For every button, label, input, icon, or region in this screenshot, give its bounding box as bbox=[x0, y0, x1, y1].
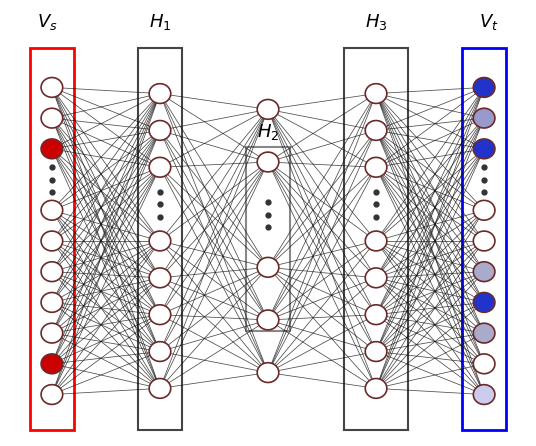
Circle shape bbox=[149, 120, 171, 140]
Circle shape bbox=[365, 268, 387, 288]
Circle shape bbox=[473, 293, 495, 312]
Circle shape bbox=[257, 99, 279, 119]
Circle shape bbox=[365, 120, 387, 140]
Text: $H_2$: $H_2$ bbox=[257, 122, 279, 142]
Circle shape bbox=[149, 157, 171, 177]
Circle shape bbox=[473, 323, 495, 343]
Circle shape bbox=[365, 231, 387, 251]
Text: $V_t$: $V_t$ bbox=[479, 12, 499, 32]
Bar bbox=[344, 48, 408, 430]
Circle shape bbox=[41, 384, 63, 405]
Circle shape bbox=[365, 305, 387, 325]
Circle shape bbox=[257, 152, 279, 172]
Circle shape bbox=[365, 342, 387, 361]
Circle shape bbox=[473, 384, 495, 405]
Text: $V_s$: $V_s$ bbox=[36, 12, 57, 32]
Circle shape bbox=[473, 78, 495, 97]
Circle shape bbox=[473, 262, 495, 281]
Circle shape bbox=[473, 200, 495, 220]
Bar bbox=[246, 147, 290, 331]
Text: $H_3$: $H_3$ bbox=[365, 12, 388, 32]
Circle shape bbox=[365, 379, 387, 398]
Circle shape bbox=[149, 84, 171, 103]
Circle shape bbox=[41, 354, 63, 374]
Bar bbox=[462, 48, 506, 430]
Text: $H_1$: $H_1$ bbox=[149, 12, 171, 32]
Circle shape bbox=[41, 323, 63, 343]
Circle shape bbox=[41, 293, 63, 312]
Circle shape bbox=[149, 231, 171, 251]
Circle shape bbox=[365, 157, 387, 177]
Circle shape bbox=[257, 363, 279, 383]
Circle shape bbox=[41, 200, 63, 220]
Circle shape bbox=[473, 139, 495, 159]
Circle shape bbox=[149, 305, 171, 325]
Circle shape bbox=[41, 262, 63, 281]
Circle shape bbox=[149, 379, 171, 398]
Circle shape bbox=[41, 108, 63, 128]
Circle shape bbox=[41, 231, 63, 251]
Circle shape bbox=[149, 268, 171, 288]
Circle shape bbox=[257, 310, 279, 330]
Circle shape bbox=[473, 108, 495, 128]
Circle shape bbox=[473, 231, 495, 251]
Bar bbox=[30, 48, 74, 430]
Circle shape bbox=[257, 257, 279, 277]
Circle shape bbox=[41, 139, 63, 159]
Circle shape bbox=[149, 342, 171, 361]
Circle shape bbox=[473, 354, 495, 374]
Circle shape bbox=[41, 78, 63, 97]
Bar bbox=[138, 48, 182, 430]
Circle shape bbox=[365, 84, 387, 103]
